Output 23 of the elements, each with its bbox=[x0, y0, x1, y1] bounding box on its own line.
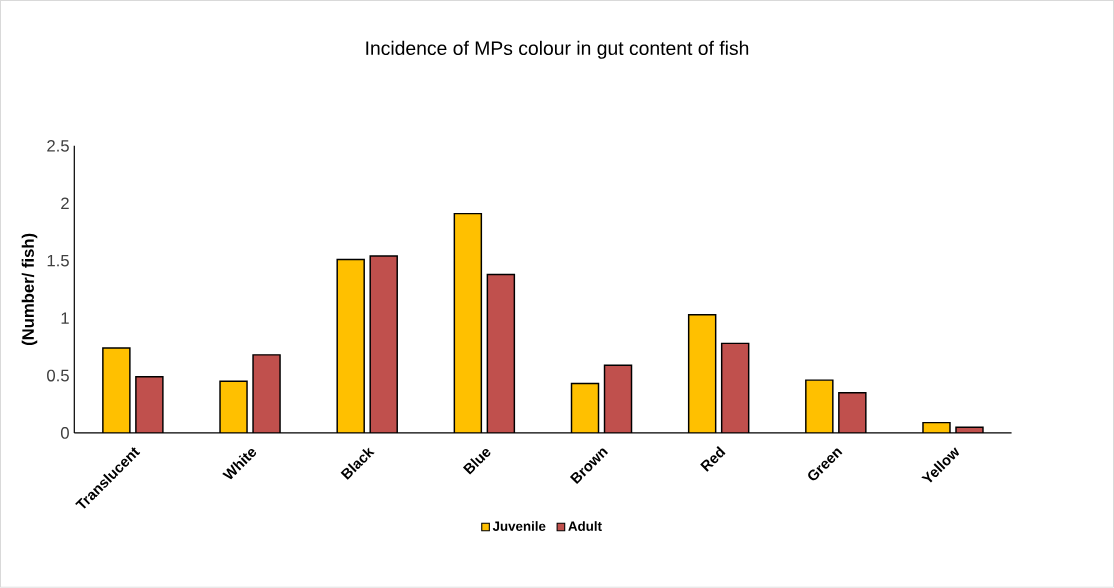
bar bbox=[720, 342, 750, 434]
bar bbox=[252, 354, 281, 434]
y-tick-label: 0.5 bbox=[47, 369, 69, 382]
y-tick-label: 1 bbox=[61, 312, 69, 324]
bar bbox=[570, 382, 600, 434]
bar bbox=[219, 380, 248, 434]
bar bbox=[838, 392, 867, 434]
legend-label: Juvenile bbox=[492, 521, 546, 532]
y-tick-label: 2.5 bbox=[47, 140, 69, 152]
bar bbox=[453, 212, 483, 434]
y-tick-label: 2 bbox=[61, 197, 69, 210]
y-tick-label: 1.5 bbox=[47, 254, 69, 267]
bar bbox=[603, 364, 633, 434]
bar bbox=[336, 258, 365, 434]
bar bbox=[135, 376, 164, 434]
bar bbox=[687, 314, 717, 434]
bar bbox=[369, 255, 398, 434]
y-tick-label: 0 bbox=[60, 427, 69, 439]
y-axis-title: (Number/ fish) bbox=[21, 233, 38, 346]
bar bbox=[486, 273, 516, 434]
chart-title: Incidence of MPs colour in gut content of fish bbox=[366, 40, 749, 59]
legend-label: Adult bbox=[568, 521, 602, 532]
bar bbox=[102, 347, 131, 434]
